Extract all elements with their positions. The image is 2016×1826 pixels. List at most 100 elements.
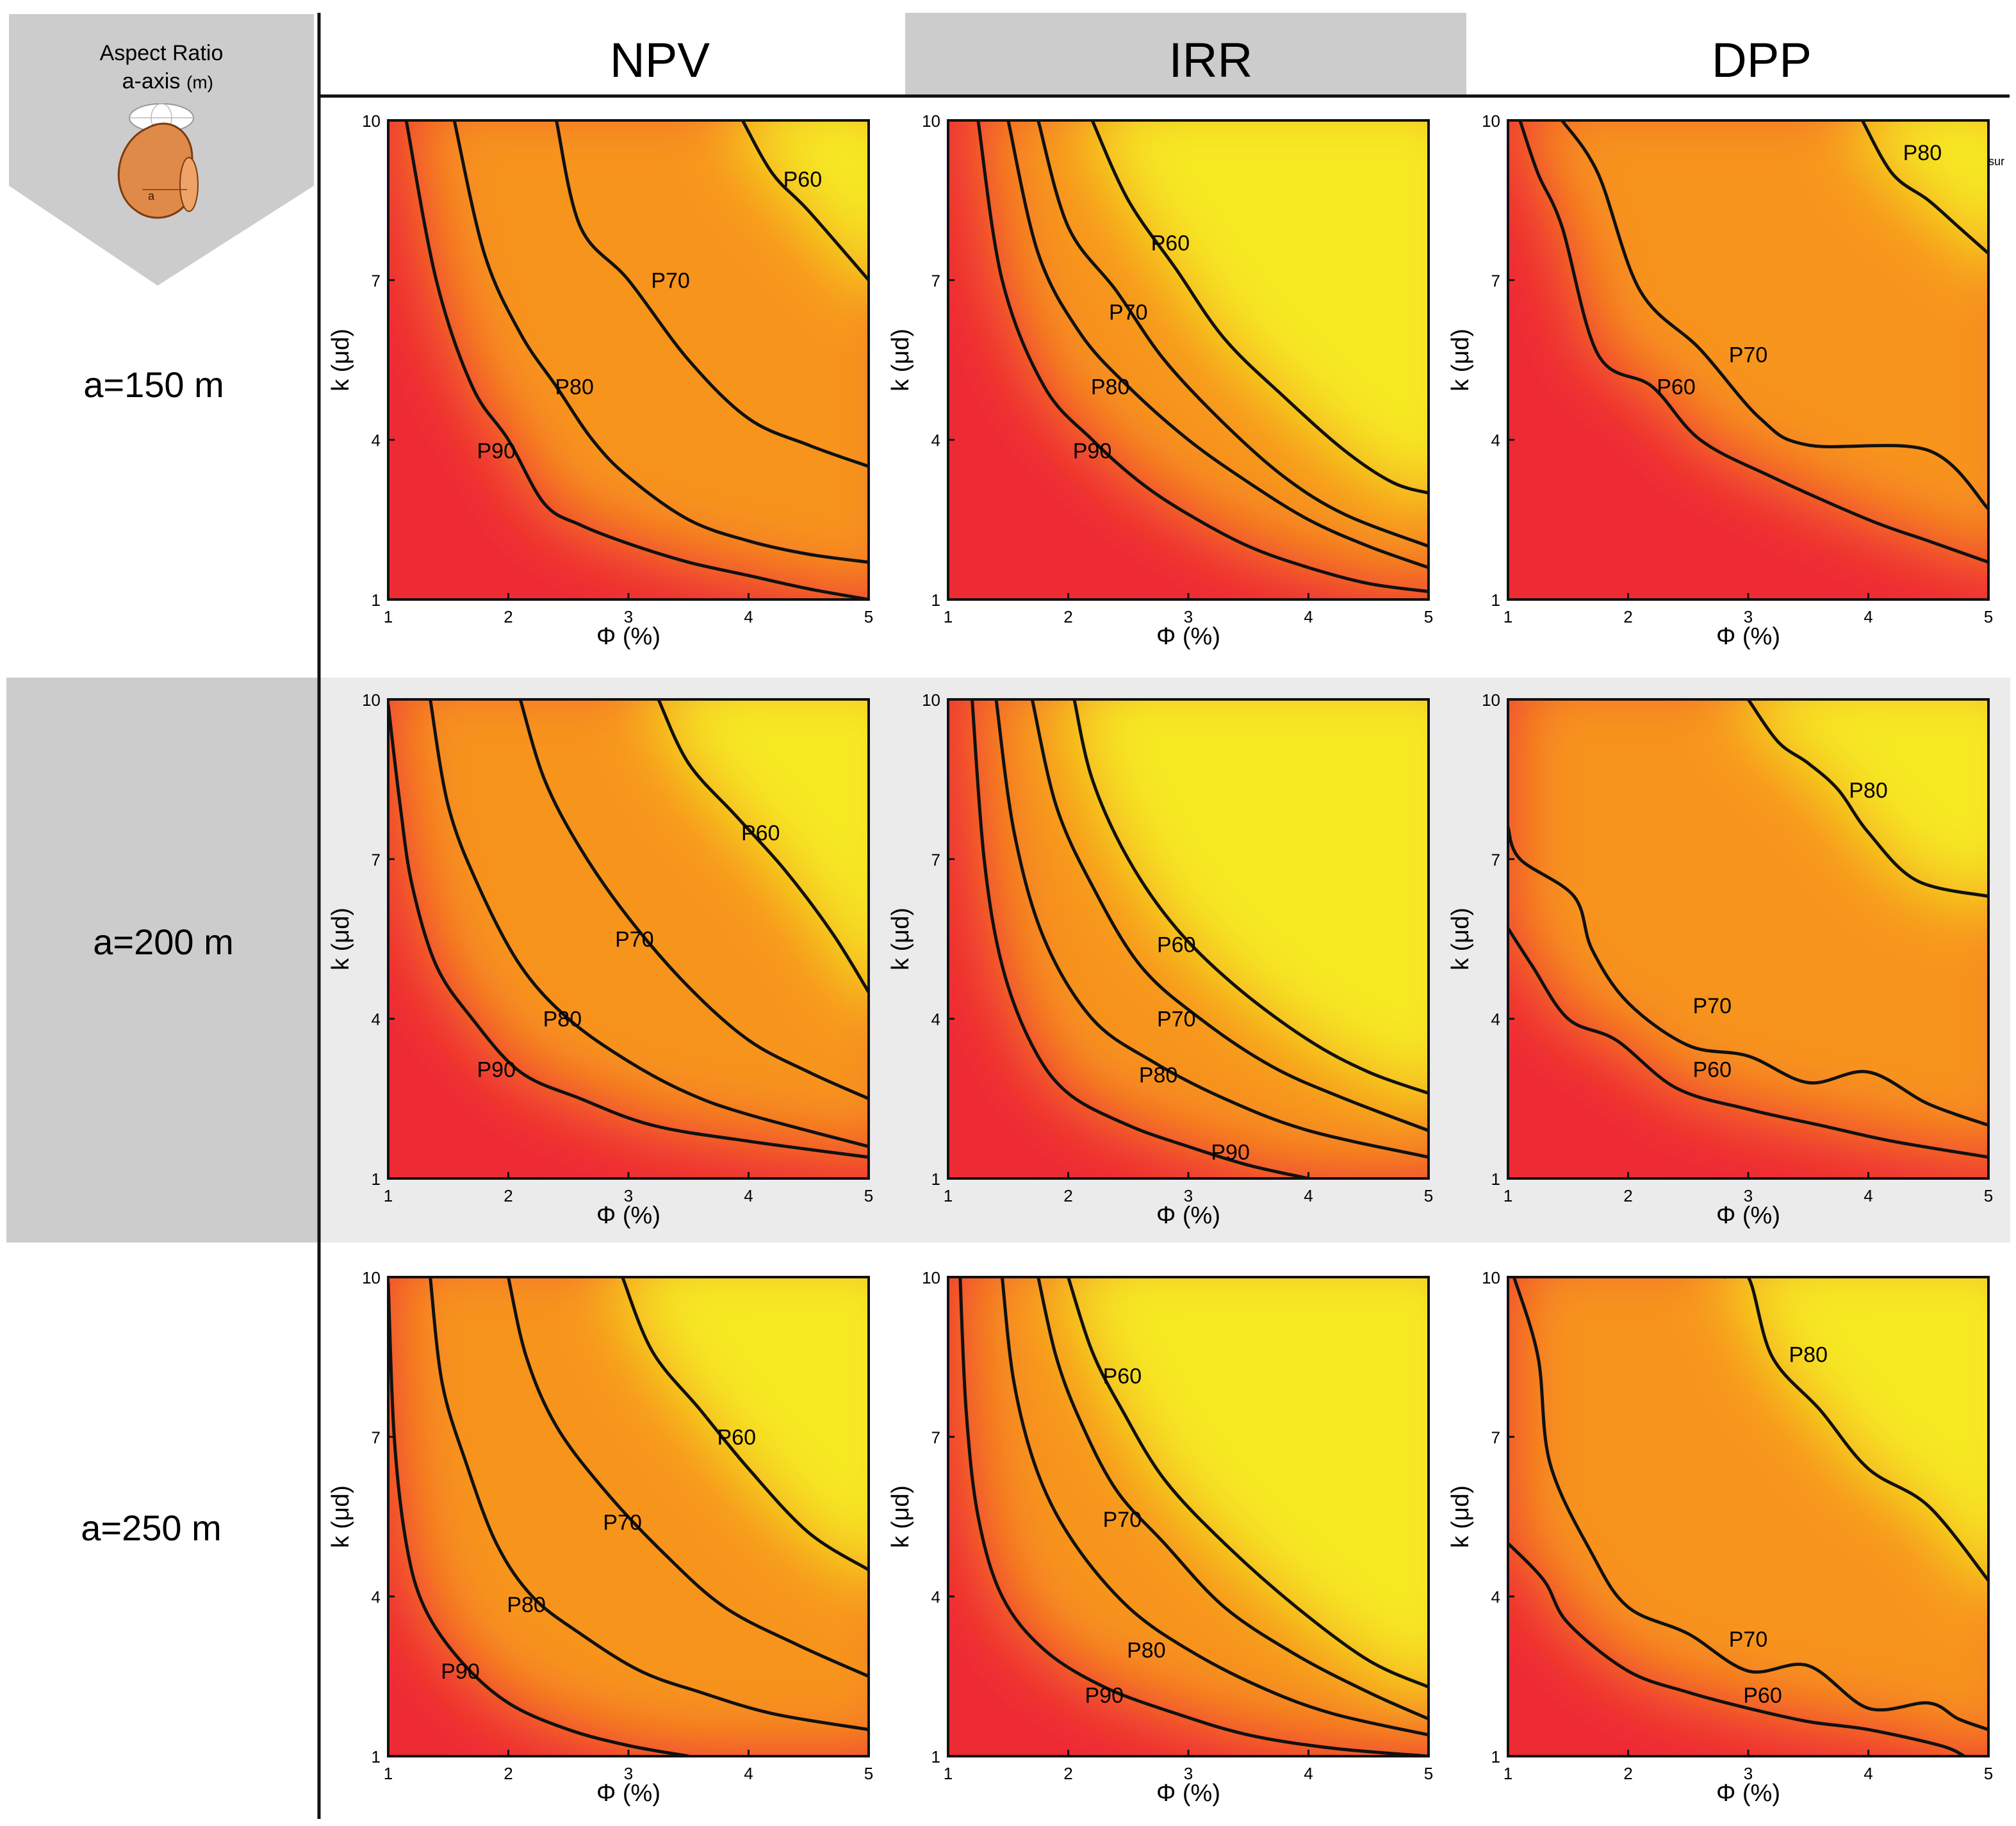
x-axis-label: Φ (%) <box>1716 1202 1780 1229</box>
x-axis-label: Φ (%) <box>1716 1780 1780 1807</box>
y-tick-label: 7 <box>372 850 381 869</box>
x-tick-label: 4 <box>1864 1186 1873 1205</box>
contour-label-p90: P90 <box>477 1058 516 1082</box>
x-tick-label: 4 <box>1304 1186 1313 1205</box>
column-header-irr: IRR <box>1169 33 1253 88</box>
y-tick-label: 4 <box>372 431 381 450</box>
y-tick-label: 4 <box>931 1010 940 1029</box>
y-tick-label: 1 <box>372 591 381 610</box>
x-tick-label: 5 <box>1984 607 1993 626</box>
column-header-dpp: DPP <box>1712 33 1812 88</box>
x-tick-label: 2 <box>1623 607 1632 626</box>
heatmap-field <box>388 78 929 599</box>
y-tick-label: 4 <box>372 1010 381 1029</box>
x-tick-label: 1 <box>944 1764 953 1783</box>
x-tick-label: 2 <box>1063 1186 1072 1205</box>
x-tick-label: 2 <box>1623 1186 1632 1205</box>
y-tick-label: 10 <box>1482 111 1500 131</box>
x-tick-label: 2 <box>1063 1764 1072 1783</box>
y-tick-label: 7 <box>372 271 381 290</box>
contour-label-p70: P70 <box>651 268 690 293</box>
x-tick-label: 4 <box>744 607 753 626</box>
y-axis-label: k (μd) <box>327 329 354 391</box>
y-tick-label: 1 <box>1491 591 1500 610</box>
contour-label-p60: P60 <box>1743 1683 1782 1708</box>
contour-label-p80: P80 <box>543 1007 582 1032</box>
x-tick-label: 4 <box>1304 1764 1313 1783</box>
x-tick-label: 1 <box>1504 1764 1512 1783</box>
y-tick-label: 1 <box>931 1747 940 1766</box>
contour-label-p90: P90 <box>477 439 516 463</box>
heatmap-field <box>388 657 929 1178</box>
contour-label-p60: P60 <box>1693 1058 1732 1082</box>
y-tick-label: 4 <box>931 1588 940 1607</box>
y-tick-label: 10 <box>922 690 940 710</box>
x-tick-label: 1 <box>944 607 953 626</box>
contour-label-p80: P80 <box>1127 1638 1166 1663</box>
y-tick-label: 1 <box>372 1747 381 1766</box>
contour-label-p90: P90 <box>1211 1140 1250 1164</box>
x-tick-label: 2 <box>504 607 512 626</box>
contour-label-p80: P80 <box>1091 375 1130 400</box>
contour-label-p80: P80 <box>1849 778 1888 803</box>
y-tick-label: 7 <box>931 850 940 869</box>
contour-label-p90: P90 <box>441 1659 480 1684</box>
contour-label-p80: P80 <box>1139 1063 1178 1088</box>
x-axis-label: Φ (%) <box>596 1202 660 1229</box>
contour-label-p70: P70 <box>1729 1627 1768 1652</box>
column-header-npv: NPV <box>610 33 710 88</box>
y-tick-label: 10 <box>1482 1268 1500 1287</box>
y-axis-label: k (μd) <box>1447 908 1474 970</box>
legend-title-line2: a-axis <box>122 69 181 94</box>
contour-label-p80: P80 <box>1903 141 1942 165</box>
x-axis-label: Φ (%) <box>596 1780 660 1807</box>
x-tick-label: 5 <box>864 1186 873 1205</box>
x-tick-label: 5 <box>1424 1186 1433 1205</box>
y-tick-label: 7 <box>931 1428 940 1447</box>
contour-label-p80: P80 <box>1789 1343 1828 1367</box>
row-label-a200: a=200 m <box>93 922 234 962</box>
column-headers: NPV IRR DPP <box>319 13 2010 96</box>
y-tick-label: 1 <box>372 1170 381 1189</box>
contour-label-p70: P70 <box>615 927 654 952</box>
y-tick-label: 1 <box>1491 1170 1500 1189</box>
y-tick-label: 7 <box>1491 850 1500 869</box>
x-tick-label: 5 <box>864 607 873 626</box>
y-tick-label: 10 <box>922 1268 940 1287</box>
y-tick-label: 10 <box>362 1268 381 1287</box>
stray-text: sur <box>1988 155 2004 168</box>
y-tick-label: 1 <box>931 591 940 610</box>
legend-title-line1: Aspect Ratio <box>100 41 224 65</box>
contour-label-p60: P60 <box>783 167 823 192</box>
y-tick-label: 10 <box>1482 690 1500 710</box>
contour-label-p90: P90 <box>1073 439 1112 463</box>
legend-title-unit: (m) <box>186 72 213 92</box>
y-tick-label: 1 <box>1491 1747 1500 1766</box>
x-axis-label: Φ (%) <box>1156 623 1220 650</box>
x-tick-label: 2 <box>1623 1764 1632 1783</box>
y-axis-label: k (μd) <box>887 1485 914 1548</box>
y-tick-label: 10 <box>362 690 381 710</box>
x-tick-label: 4 <box>744 1764 753 1783</box>
y-tick-label: 10 <box>922 111 940 131</box>
contour-label-p60: P60 <box>1157 933 1196 957</box>
x-axis-label: Φ (%) <box>1716 623 1780 650</box>
contour-label-p80: P80 <box>507 1593 546 1617</box>
row-label-a150: a=150 m <box>83 364 224 405</box>
contour-label-p90: P90 <box>1085 1683 1124 1708</box>
x-axis-label: Φ (%) <box>596 623 660 650</box>
contour-label-p60: P60 <box>1103 1364 1142 1389</box>
y-tick-label: 10 <box>362 111 381 131</box>
contour-label-p70: P70 <box>1109 300 1148 325</box>
contour-label-p60: P60 <box>1151 231 1190 256</box>
x-tick-label: 5 <box>1984 1186 1993 1205</box>
y-axis-label: k (μd) <box>887 329 914 391</box>
